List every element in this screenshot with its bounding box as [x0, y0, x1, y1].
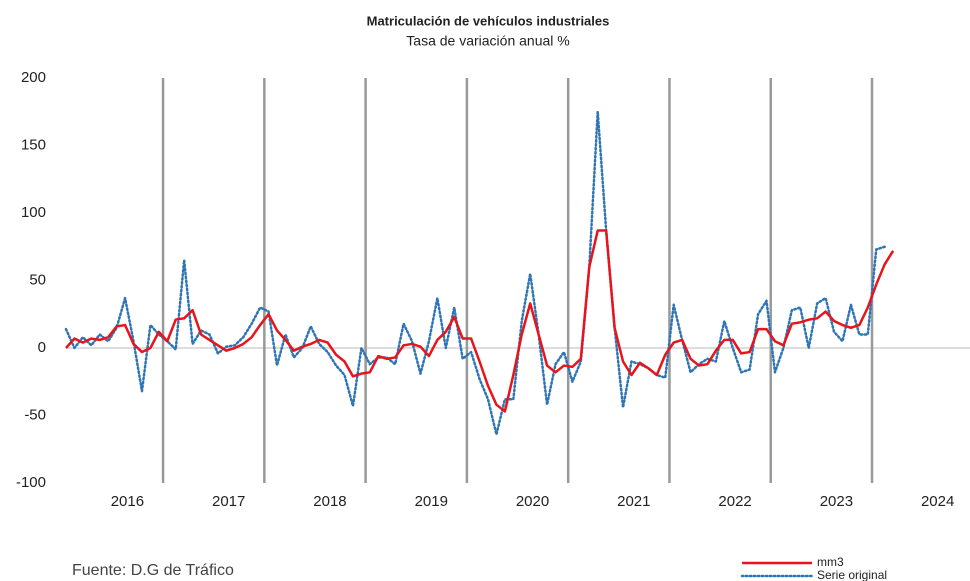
- x-tick-label: 2021: [617, 493, 650, 510]
- legend-label: mm3: [817, 555, 844, 569]
- y-tick-label: 200: [21, 69, 46, 86]
- x-tick-label: 2016: [111, 493, 144, 510]
- y-tick-label: 50: [29, 271, 46, 288]
- y-tick-label: 150: [21, 136, 46, 153]
- y-tick-label: 100: [21, 204, 46, 221]
- source-note: Fuente: D.G de Tráfico: [72, 562, 234, 579]
- x-tick-label: 2018: [313, 493, 346, 510]
- y-tick-label: 0: [38, 339, 46, 356]
- legend-label: Serie original: [817, 568, 887, 581]
- x-tick-label: 2024: [921, 493, 954, 510]
- x-tick-label: 2023: [820, 493, 853, 510]
- chart-subtitle: Tasa de variación anual %: [406, 33, 569, 49]
- x-tick-label: 2020: [516, 493, 549, 510]
- x-tick-label: 2019: [415, 493, 448, 510]
- y-tick-label: -50: [24, 406, 46, 423]
- series-line: [64, 110, 886, 436]
- chart-title: Matriculación de vehículos industriales: [367, 13, 610, 28]
- x-tick-label: 2017: [212, 493, 245, 510]
- series-line: [65, 229, 895, 413]
- x-tick-label: 2022: [718, 493, 751, 510]
- y-tick-label: -100: [16, 474, 46, 491]
